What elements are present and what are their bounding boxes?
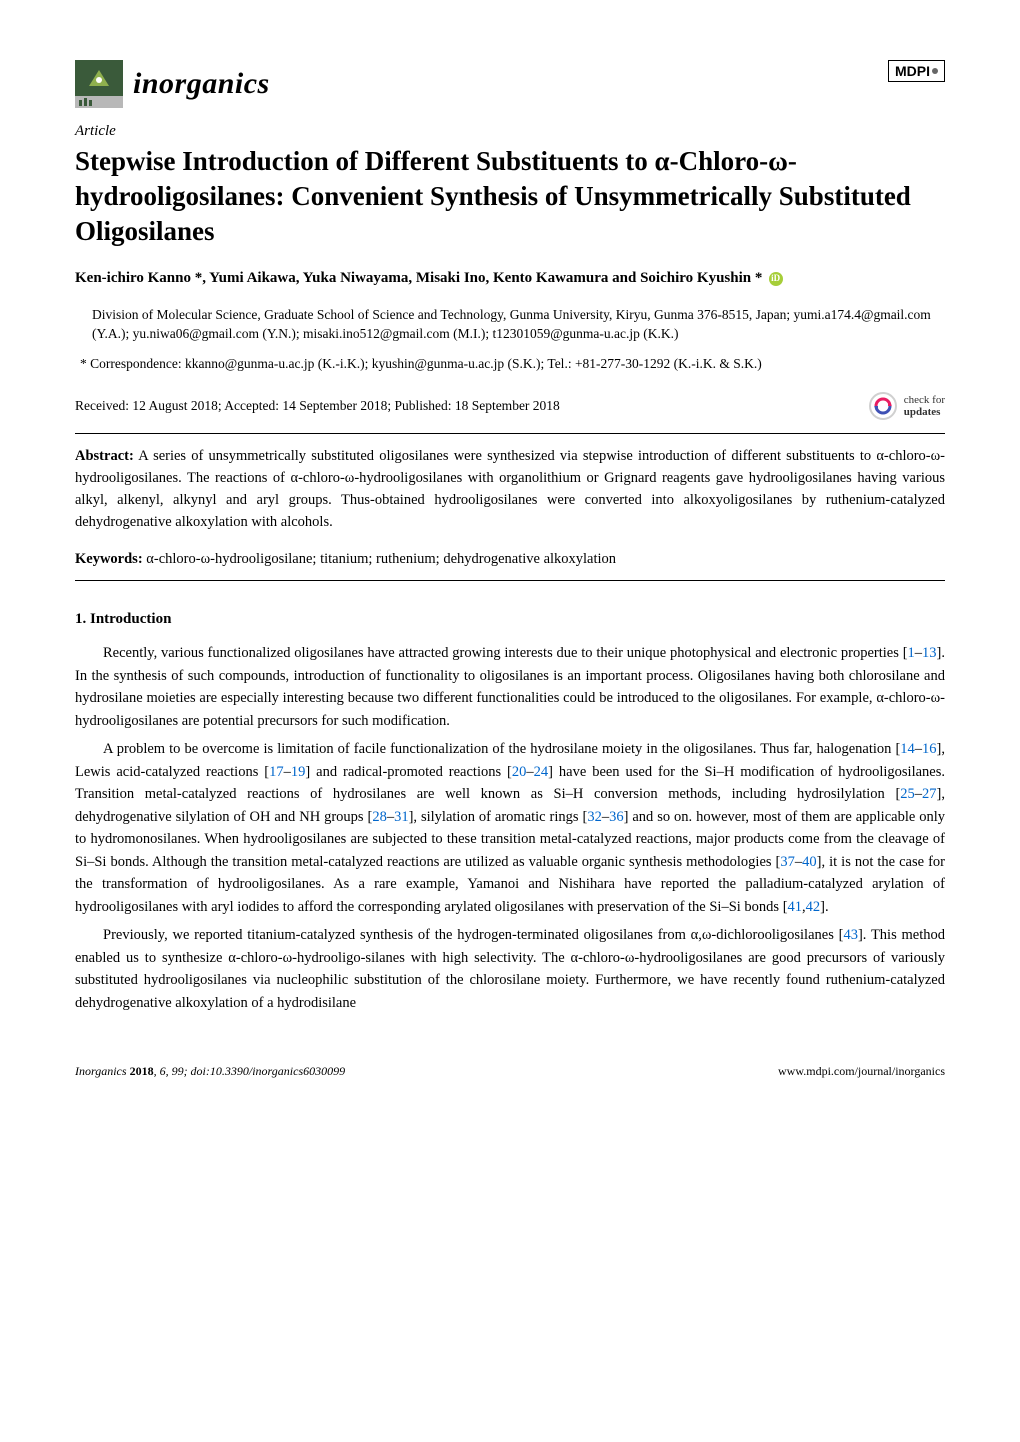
- journal-badge: inorganics: [75, 60, 270, 108]
- check-updates-text: check for updates: [904, 394, 945, 418]
- journal-logo-icon: [75, 60, 123, 108]
- abstract: Abstract: A series of unsymmetrically su…: [75, 446, 945, 533]
- dates-row: Received: 12 August 2018; Accepted: 14 S…: [75, 391, 945, 421]
- section-1-heading: 1. Introduction: [75, 611, 945, 628]
- dates: Received: 12 August 2018; Accepted: 14 S…: [75, 398, 560, 414]
- authors: Ken-ichiro Kanno *, Yumi Aikawa, Yuka Ni…: [75, 267, 945, 290]
- orcid-icon[interactable]: [769, 272, 783, 286]
- publisher-name: MDPI: [895, 63, 930, 79]
- authors-text: Ken-ichiro Kanno *, Yumi Aikawa, Yuka Ni…: [75, 270, 762, 286]
- footer-year: 2018: [130, 1064, 154, 1078]
- ref-link-42[interactable]: 42: [806, 899, 821, 915]
- ref-link-27[interactable]: 27: [922, 786, 937, 802]
- ref-link-17[interactable]: 17: [269, 764, 284, 780]
- ref-link-31[interactable]: 31: [394, 809, 409, 825]
- check-updates-line2: updates: [904, 406, 945, 418]
- footer-doi: , 6, 99; doi:10.3390/inorganics6030099: [154, 1064, 346, 1078]
- correspondence: * Correspondence: kkanno@gunma-u.ac.jp (…: [75, 354, 945, 374]
- ref-link-40[interactable]: 40: [802, 854, 817, 870]
- article-type: Article: [75, 123, 945, 140]
- ref-link-32[interactable]: 32: [587, 809, 602, 825]
- ref-link-28[interactable]: 28: [372, 809, 387, 825]
- ref-link-24[interactable]: 24: [534, 764, 549, 780]
- keywords-text: α-chloro-ω-hydrooligosilane; titanium; r…: [143, 551, 616, 567]
- separator-1: [75, 433, 945, 434]
- check-updates-icon: [868, 391, 898, 421]
- ref-link-1[interactable]: 1: [908, 645, 915, 661]
- footer-url[interactable]: www.mdpi.com/journal/inorganics: [778, 1064, 945, 1079]
- ref-link-43[interactable]: 43: [843, 927, 858, 943]
- mdpi-dot-icon: [932, 68, 938, 74]
- ref-link-16[interactable]: 16: [922, 741, 937, 757]
- ref-link-41[interactable]: 41: [788, 899, 803, 915]
- header-row: inorganics MDPI: [75, 60, 945, 108]
- abstract-text: A series of unsymmetrically substituted …: [75, 448, 945, 529]
- footer-journal: Inorganics: [75, 1064, 130, 1078]
- ref-link-14[interactable]: 14: [900, 741, 915, 757]
- footer-left: Inorganics 2018, 6, 99; doi:10.3390/inor…: [75, 1064, 345, 1079]
- check-updates-line1: check for: [904, 394, 945, 406]
- keywords-label: Keywords:: [75, 551, 143, 567]
- affiliations: Division of Molecular Science, Graduate …: [75, 305, 945, 344]
- paragraph-3: Previously, we reported titanium-catalyz…: [75, 924, 945, 1014]
- paragraph-2: A problem to be overcome is limitation o…: [75, 738, 945, 918]
- footer: Inorganics 2018, 6, 99; doi:10.3390/inor…: [75, 1064, 945, 1079]
- journal-name: inorganics: [133, 67, 270, 101]
- ref-link-13[interactable]: 13: [922, 645, 937, 661]
- ref-link-36[interactable]: 36: [609, 809, 624, 825]
- ref-link-19[interactable]: 19: [291, 764, 306, 780]
- abstract-label: Abstract:: [75, 448, 134, 464]
- article-title: Stepwise Introduction of Different Subst…: [75, 144, 945, 249]
- publisher-logo: MDPI: [888, 60, 945, 82]
- ref-link-20[interactable]: 20: [512, 764, 527, 780]
- ref-link-25[interactable]: 25: [900, 786, 915, 802]
- check-updates-button[interactable]: check for updates: [868, 391, 945, 421]
- separator-2: [75, 580, 945, 581]
- keywords: Keywords: α-chloro-ω-hydrooligosilane; t…: [75, 551, 945, 568]
- paragraph-1: Recently, various functionalized oligosi…: [75, 642, 945, 732]
- ref-link-37[interactable]: 37: [780, 854, 795, 870]
